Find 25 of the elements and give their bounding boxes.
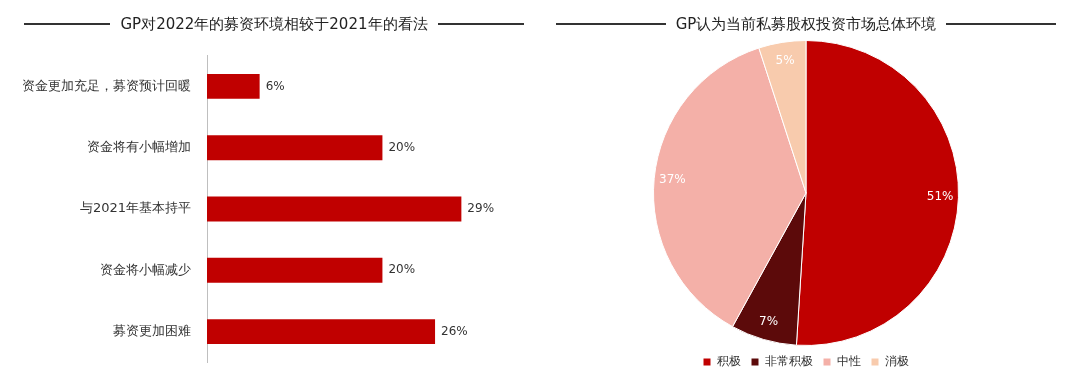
y-tick-label: 募资更加困难 xyxy=(113,322,191,338)
legend-label: 中性 xyxy=(837,354,861,369)
legend-label: 非常积极 xyxy=(765,354,813,369)
y-tick-label: 与2021年基本持平 xyxy=(79,200,191,216)
legend-label: 消极 xyxy=(885,354,909,369)
bar xyxy=(207,257,383,283)
y-tick-label: 资金将小幅减少 xyxy=(100,261,191,277)
data-label: 20% xyxy=(388,139,416,154)
legend-label: 积极 xyxy=(717,354,741,369)
data-label: 26% xyxy=(441,323,468,338)
data-label: 7% xyxy=(759,314,779,328)
bar xyxy=(207,196,462,222)
data-label: 5% xyxy=(775,52,795,67)
y-tick-label: 资金将有小幅增加 xyxy=(87,139,191,155)
bar xyxy=(207,74,260,99)
data-label: 37% xyxy=(659,172,686,187)
chart-title: GP对2022年的募资环境相较于2021年的看法 xyxy=(120,14,428,34)
chart-title: GP认为当前私募股权投资市场总体环境 xyxy=(675,14,937,34)
bar xyxy=(207,135,383,161)
y-tick-label: 资金更加充足，募资预计回暖 xyxy=(22,77,191,93)
data-label: 6% xyxy=(265,78,285,93)
bar xyxy=(207,319,436,344)
data-label: 51% xyxy=(926,189,954,204)
data-label: 29% xyxy=(467,201,495,216)
data-label: 20% xyxy=(388,262,416,277)
